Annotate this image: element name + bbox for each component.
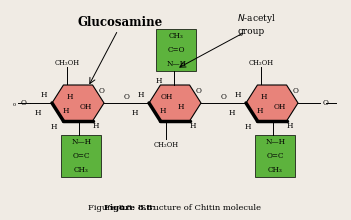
Text: CH₂OH: CH₂OH [249,59,274,67]
Text: CH₃: CH₃ [268,166,283,174]
Text: N—H: N—H [71,138,92,146]
Text: CH₂OH: CH₂OH [55,59,80,67]
Text: o: o [13,101,15,106]
Polygon shape [52,85,104,121]
Text: H: H [235,91,241,99]
Text: CH₃: CH₃ [74,166,89,174]
FancyBboxPatch shape [256,135,296,177]
Text: OH: OH [274,103,286,111]
Text: H: H [257,107,263,115]
Text: H: H [229,109,235,117]
Text: OH: OH [161,93,173,101]
Text: H: H [67,93,73,101]
Text: H: H [138,91,144,99]
Text: OH: OH [80,103,92,111]
Text: H: H [244,123,251,131]
Text: N—H: N—H [166,60,186,68]
Text: C=O: C=O [168,46,185,54]
Text: H: H [189,122,196,130]
Text: H: H [132,109,138,117]
Text: Glucosamine: Glucosamine [77,15,163,29]
Text: H: H [41,91,47,99]
Text: CH₂OH: CH₂OH [154,141,179,149]
Text: H: H [160,107,166,115]
Text: O=C: O=C [267,152,284,160]
Text: H: H [261,93,267,101]
Text: H: H [63,107,69,115]
Text: H: H [286,122,293,130]
Text: CH₃: CH₃ [169,32,184,40]
Text: O: O [196,87,201,95]
Text: O: O [21,99,27,107]
Text: H: H [155,77,162,85]
Text: N—H: N—H [265,138,285,146]
Text: O: O [292,87,298,95]
Text: Figure 8.8:: Figure 8.8: [104,204,156,212]
Text: O: O [98,87,104,95]
Text: H: H [50,123,57,131]
Text: H: H [92,122,99,130]
Text: Figure 8.8:  Structure of Chitin molecule: Figure 8.8: Structure of Chitin molecule [88,204,261,212]
Text: $\it{N}$-acetyl
group: $\it{N}$-acetyl group [237,12,276,36]
FancyBboxPatch shape [157,29,197,71]
Text: O: O [323,99,329,107]
FancyBboxPatch shape [61,135,101,177]
Polygon shape [246,85,298,121]
Text: H: H [35,109,41,117]
Text: O: O [220,93,226,101]
Text: O=C: O=C [73,152,90,160]
Polygon shape [149,85,201,121]
Text: O: O [124,93,130,101]
Text: H: H [178,103,184,111]
